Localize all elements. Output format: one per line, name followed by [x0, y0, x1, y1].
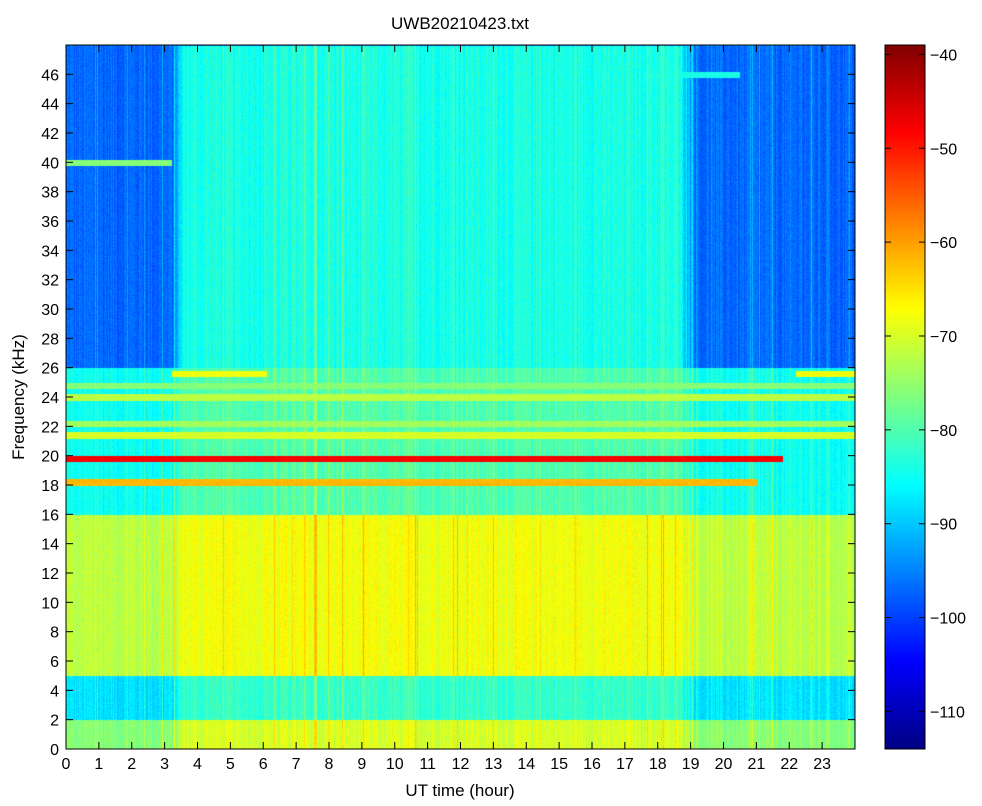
x-tick-label: 7	[292, 756, 301, 773]
colorbar-tick-label: −110	[930, 704, 965, 721]
x-tick-label: 10	[386, 756, 404, 773]
y-tick-label: 12	[41, 566, 59, 583]
y-tick-label: 4	[50, 683, 59, 700]
y-tick-label: 0	[50, 742, 59, 759]
y-tick-label: 8	[50, 625, 59, 642]
x-tick-label: 12	[452, 756, 470, 773]
x-tick-label: 4	[193, 756, 202, 773]
x-tick-label: 15	[550, 756, 568, 773]
y-tick-label: 6	[50, 654, 59, 671]
chart-title: UWB20210423.txt	[391, 14, 529, 33]
x-tick-label: 17	[616, 756, 634, 773]
y-tick-label: 24	[41, 390, 59, 407]
colorbar-tick-label: −100	[930, 611, 966, 628]
colorbar-tick-label: −50	[930, 141, 957, 158]
x-tick-label: 2	[127, 756, 136, 773]
x-tick-label: 16	[583, 756, 601, 773]
y-tick-label: 42	[41, 126, 59, 143]
heatmap-image	[66, 45, 855, 749]
colorbar-tick-label: −90	[930, 517, 957, 534]
colorbar: −40 −50 −60 −70 −80 −90 −100 −110	[884, 44, 966, 750]
y-tick-label: 38	[41, 185, 59, 202]
y-tick-label: 14	[41, 537, 59, 554]
x-tick-label: 23	[813, 756, 831, 773]
plot-area	[65, 44, 856, 750]
y-tick-label: 40	[41, 155, 59, 172]
x-tick-label: 19	[682, 756, 700, 773]
y-tick-label: 18	[41, 478, 59, 495]
y-tick-label: 36	[41, 214, 59, 231]
x-tick-label: 22	[780, 756, 798, 773]
y-axis-label: Frequency (kHz)	[9, 334, 28, 460]
y-axis: 0246810121416182022242628303234363840424…	[41, 67, 855, 759]
x-tick-label: 1	[94, 756, 103, 773]
colorbar-tick-label: −70	[930, 329, 957, 346]
colorbar-tick-label: −80	[930, 423, 957, 440]
x-tick-label: 0	[62, 756, 71, 773]
x-tick-label: 6	[259, 756, 268, 773]
x-axis-label: UT time (hour)	[405, 781, 514, 800]
y-tick-label: 34	[41, 243, 59, 260]
x-tick-label: 21	[747, 756, 765, 773]
colorbar-ticks: −40 −50 −60 −70 −80 −90 −100 −110	[885, 47, 966, 721]
y-tick-label: 26	[41, 361, 59, 378]
y-tick-label: 10	[41, 595, 59, 612]
colorbar-tick-label: −40	[930, 47, 957, 64]
x-tick-label: 3	[160, 756, 169, 773]
y-tick-label: 30	[41, 302, 59, 319]
colorbar-tick-label: −60	[930, 235, 957, 252]
x-tick-label: 9	[357, 756, 366, 773]
y-tick-label: 44	[41, 97, 59, 114]
y-tick-label: 16	[41, 507, 59, 524]
x-tick-label: 18	[649, 756, 667, 773]
x-tick-label: 13	[484, 756, 502, 773]
y-tick-label: 32	[41, 273, 59, 290]
y-tick-label: 20	[41, 449, 59, 466]
y-tick-label: 46	[41, 67, 59, 84]
x-axis: 0 1 2 3 4 5 6 7 8 9 10 11 12 13 14 15 16 17 18 19 20 21 22 23	[62, 45, 831, 773]
x-tick-label: 11	[419, 756, 436, 773]
x-tick-label: 8	[325, 756, 334, 773]
y-tick-label: 28	[41, 331, 59, 348]
x-tick-label: 20	[715, 756, 733, 773]
colorbar-gradient	[884, 44, 926, 750]
y-tick-label: 22	[41, 419, 59, 436]
x-tick-label: 5	[226, 756, 235, 773]
x-tick-label: 14	[517, 756, 535, 773]
y-tick-label: 2	[50, 713, 59, 730]
